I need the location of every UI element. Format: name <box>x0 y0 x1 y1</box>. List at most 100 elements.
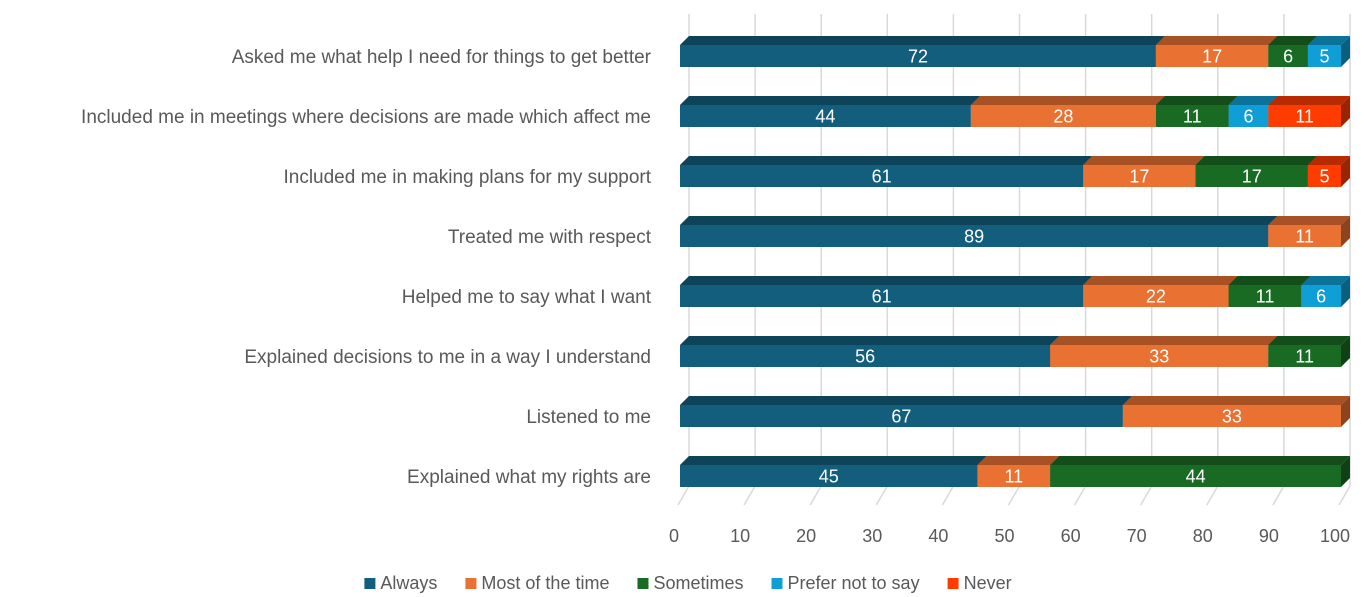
legend-item: Always <box>364 573 437 593</box>
x-tick-label: 70 <box>1127 526 1147 546</box>
bar-row <box>680 96 1350 127</box>
bar-row <box>680 156 1350 187</box>
data-label: 17 <box>1242 167 1262 187</box>
bar-front-face <box>1268 345 1341 367</box>
bar-top-face <box>680 96 980 105</box>
bar-side-face <box>1341 216 1350 247</box>
category-label: Explained decisions to me in a way I und… <box>244 347 651 368</box>
data-label: 6 <box>1316 287 1326 307</box>
data-label: 17 <box>1129 167 1149 187</box>
bar-front-face <box>680 405 1123 427</box>
bar-top-face <box>1307 36 1350 45</box>
data-label: 61 <box>872 167 892 187</box>
data-label: 17 <box>1202 47 1222 67</box>
bar-top-face <box>970 96 1165 105</box>
bar-front-face <box>1307 165 1341 187</box>
bar-row <box>680 216 1350 247</box>
data-label: 11 <box>1295 227 1314 247</box>
data-labels: 72 17 6 5 44 28 11 6 11 61 17 17 5 89 11 61 22 11 6 56 33 11 6… <box>815 47 1329 487</box>
x-tick-label: 10 <box>730 526 750 546</box>
data-label: 89 <box>964 227 984 247</box>
bar-top-face <box>1228 96 1278 105</box>
bar-front-face <box>1155 105 1229 127</box>
bar-front-face <box>680 165 1084 187</box>
bar-top-face <box>680 456 987 465</box>
x-tick-label: 90 <box>1259 526 1279 546</box>
legend-item: Prefer not to say <box>771 573 920 593</box>
legend-swatch <box>947 578 959 589</box>
x-tick-label: 20 <box>796 526 816 546</box>
category-label: Explained what my rights are <box>407 467 651 488</box>
bar-top-face <box>1228 276 1311 285</box>
legend-swatch <box>465 578 477 589</box>
bar-front-face <box>680 105 971 127</box>
bar-top-face <box>1050 456 1350 465</box>
legend-swatch <box>771 578 783 589</box>
legend-label: Sometimes <box>653 573 743 593</box>
bar-segment <box>680 156 1093 187</box>
bar-top-face <box>1268 336 1350 345</box>
gridline-floor <box>743 485 756 506</box>
bar-segment <box>1050 336 1278 367</box>
data-label: 33 <box>1222 407 1242 427</box>
data-label: 72 <box>908 47 928 67</box>
data-label: 44 <box>815 107 835 127</box>
category-label: Treated me with respect <box>448 227 652 248</box>
gridline-floor <box>1007 485 1021 506</box>
data-label: 56 <box>855 347 875 367</box>
gridline-floor <box>941 485 955 506</box>
legend-label: Most of the time <box>481 573 609 593</box>
bar-top-face <box>1301 276 1350 285</box>
bar-top-face <box>680 156 1093 165</box>
data-label: 11 <box>1256 287 1275 307</box>
bar-side-face <box>1341 276 1350 307</box>
data-label: 61 <box>872 287 892 307</box>
data-label: 11 <box>1295 347 1314 367</box>
bar-segment <box>1307 156 1350 187</box>
bar-segment <box>680 276 1093 307</box>
bar-segment <box>1301 276 1350 307</box>
data-label: 67 <box>891 407 911 427</box>
category-label: Included me in meetings where decisions … <box>81 107 651 128</box>
gridline-floor <box>677 485 690 506</box>
gridline-floor <box>875 485 888 506</box>
x-tick-label: 80 <box>1193 526 1213 546</box>
bar-front-face <box>1083 165 1196 187</box>
bar-front-face <box>1301 285 1341 307</box>
bar-top-face <box>1083 276 1238 285</box>
category-label: Asked me what help I need for things to … <box>232 47 652 68</box>
bar-top-face <box>1268 216 1350 225</box>
bar-front-face <box>1050 345 1269 367</box>
legend-label: Never <box>964 573 1012 593</box>
bar-top-face <box>680 336 1060 345</box>
x-tick-label: 0 <box>669 526 679 546</box>
bar-front-face <box>1268 45 1308 67</box>
data-label: 11 <box>1183 107 1202 127</box>
bar-segment <box>1307 36 1350 67</box>
bar-front-face <box>977 465 1051 487</box>
bar-front-face <box>1050 465 1341 487</box>
bar-top-face <box>1122 396 1350 405</box>
gridline-floor <box>1206 485 1219 506</box>
legend-item: Sometimes <box>637 573 744 593</box>
bar-segment <box>1268 96 1350 127</box>
category-labels: Asked me what help I need for things to … <box>81 47 652 488</box>
x-tick-label: 100 <box>1320 526 1350 546</box>
bar-row <box>680 336 1350 367</box>
data-label: 5 <box>1319 167 1329 187</box>
gridline-floor <box>1272 485 1285 506</box>
bar-top-face <box>1050 336 1278 345</box>
legend-label: Always <box>380 573 437 593</box>
bar-top-face <box>1268 36 1317 45</box>
bar-top-face <box>1268 96 1350 105</box>
data-label: 45 <box>819 467 839 487</box>
x-tick-label: 40 <box>928 526 948 546</box>
data-label: 33 <box>1149 347 1169 367</box>
bar-top-face <box>977 456 1060 465</box>
bar-segment <box>1268 336 1350 367</box>
bar-front-face <box>1228 105 1269 127</box>
data-label: 28 <box>1053 107 1073 127</box>
bar-front-face <box>1083 285 1229 307</box>
category-label: Helped me to say what I want <box>402 287 652 308</box>
